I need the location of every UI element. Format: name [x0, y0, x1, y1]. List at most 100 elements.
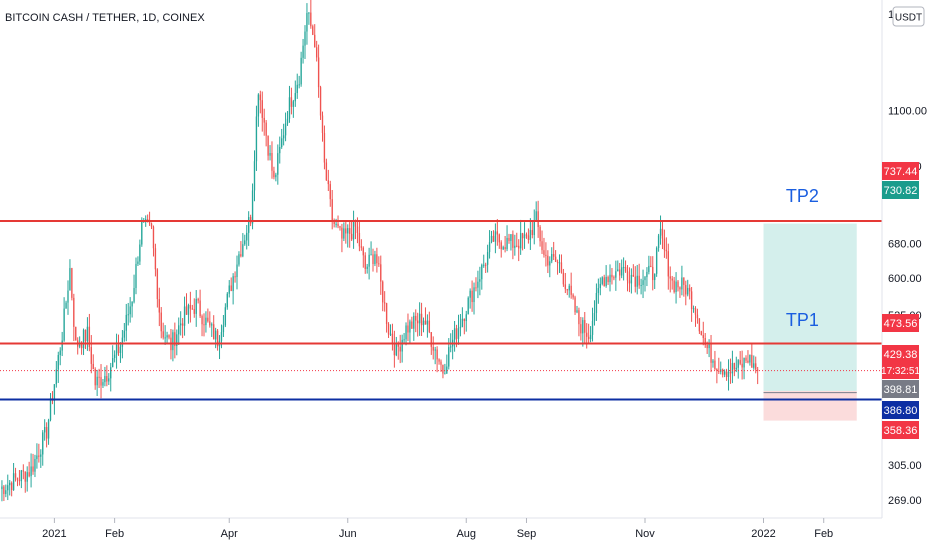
candle-body: [9, 482, 11, 486]
candle-body: [440, 361, 442, 365]
candle-body: [650, 265, 652, 267]
currency-badge-label: USDT: [895, 13, 922, 24]
candle-body: [382, 281, 384, 303]
candle-body: [282, 135, 285, 139]
candle-body: [413, 315, 415, 329]
candle-body: [407, 325, 409, 333]
candle-body: [38, 455, 40, 457]
candle-body: [432, 346, 434, 351]
candle-body: [543, 250, 545, 255]
candle-body: [100, 377, 102, 386]
candle-body: [137, 261, 139, 264]
position-zones: [763, 223, 857, 421]
price-badge-entry[interactable]: 398.81: [882, 380, 919, 398]
candle-body: [483, 264, 485, 266]
candle-body: [652, 266, 654, 281]
price-badge-last[interactable]: 429.38 17:32:51: [881, 345, 920, 379]
candle-body: [531, 230, 533, 236]
candle-body: [300, 57, 302, 85]
candle-body: [314, 34, 316, 48]
candle-body: [391, 333, 394, 344]
candle-body: [1, 486, 3, 490]
candle-body: [12, 473, 15, 490]
candle-body: [473, 287, 475, 303]
candle-body: [578, 310, 580, 325]
candle-body: [18, 479, 21, 482]
candle-body: [535, 211, 537, 220]
candle-body: [566, 289, 568, 291]
candle-body: [587, 336, 590, 340]
price-badge-resistance[interactable]: 473.56: [882, 314, 919, 332]
candle-body: [685, 284, 687, 295]
candle-body: [514, 245, 516, 248]
annotations: TP2 TP1: [786, 186, 819, 330]
candle-body: [5, 490, 7, 495]
currency-badge[interactable]: USDT: [892, 6, 925, 27]
candle-body: [669, 276, 671, 279]
time-tick: Feb: [814, 528, 833, 540]
candle-body: [350, 233, 353, 240]
candle-body: [584, 320, 586, 333]
candle-body: [551, 254, 553, 262]
candle-body: [22, 470, 24, 472]
price-badge-support[interactable]: 386.80: [882, 401, 919, 419]
candle-body: [370, 254, 372, 256]
candle-body: [488, 242, 491, 253]
candle-body: [234, 276, 236, 278]
candle-body: [242, 244, 244, 257]
candle-body: [345, 228, 347, 234]
candle-body: [648, 265, 650, 272]
price-badge-stop[interactable]: 358.36: [882, 421, 919, 439]
candle-body: [677, 281, 679, 288]
candle-body: [104, 376, 106, 383]
candle-body: [347, 228, 349, 234]
candle-body: [271, 152, 273, 171]
price-badge-resistance[interactable]: 737.44: [882, 162, 919, 180]
candle-body: [281, 138, 283, 148]
candle-body: [745, 357, 747, 361]
price-badge-bg: [882, 181, 919, 199]
candle-body: [179, 323, 182, 326]
candle-body: [411, 321, 413, 329]
candle-body: [88, 326, 91, 347]
candle-body: [374, 254, 376, 265]
candle-body: [376, 254, 378, 264]
candle-body: [521, 233, 524, 239]
candle-body: [92, 363, 94, 370]
candle-body: [537, 211, 539, 227]
candle-body: [185, 306, 188, 315]
candle-body: [201, 316, 203, 325]
candle-body: [10, 482, 13, 490]
candle-body: [195, 299, 197, 314]
candle-body: [723, 371, 726, 375]
candle-body: [341, 227, 343, 239]
candle-body: [453, 328, 456, 340]
candle-body: [424, 320, 427, 325]
candle-body: [368, 254, 370, 267]
candle-body: [731, 363, 734, 374]
price-badge-bg: [882, 401, 919, 419]
candle-body: [220, 332, 223, 341]
stop-zone[interactable]: [763, 391, 857, 421]
candle-body: [712, 360, 714, 363]
candle-body: [716, 369, 718, 371]
target-zone[interactable]: [763, 223, 857, 392]
candle-body: [117, 344, 120, 354]
candle-body: [399, 346, 401, 352]
candle-body: [321, 115, 324, 133]
price-badge-target[interactable]: 730.82: [882, 181, 919, 199]
candle-body: [519, 233, 522, 249]
price-badges: 737.44 730.82 473.56 429.38 17:32:51 398.81 38…: [881, 162, 920, 439]
candle-body: [319, 87, 322, 116]
candle-body: [735, 367, 737, 370]
time-axis[interactable]: 2021 Feb Apr Jun Aug Sep Nov 2022 Feb: [42, 518, 833, 540]
candle-body: [247, 217, 250, 233]
candle-body: [438, 359, 440, 362]
candle-body: [20, 470, 23, 482]
candle-body: [325, 162, 328, 181]
candle-body: [409, 321, 411, 333]
chart-title: BITCOIN CASH / TETHER, 1D, COINEX: [5, 12, 205, 24]
candle-body: [420, 313, 423, 326]
candle-body: [129, 306, 131, 315]
